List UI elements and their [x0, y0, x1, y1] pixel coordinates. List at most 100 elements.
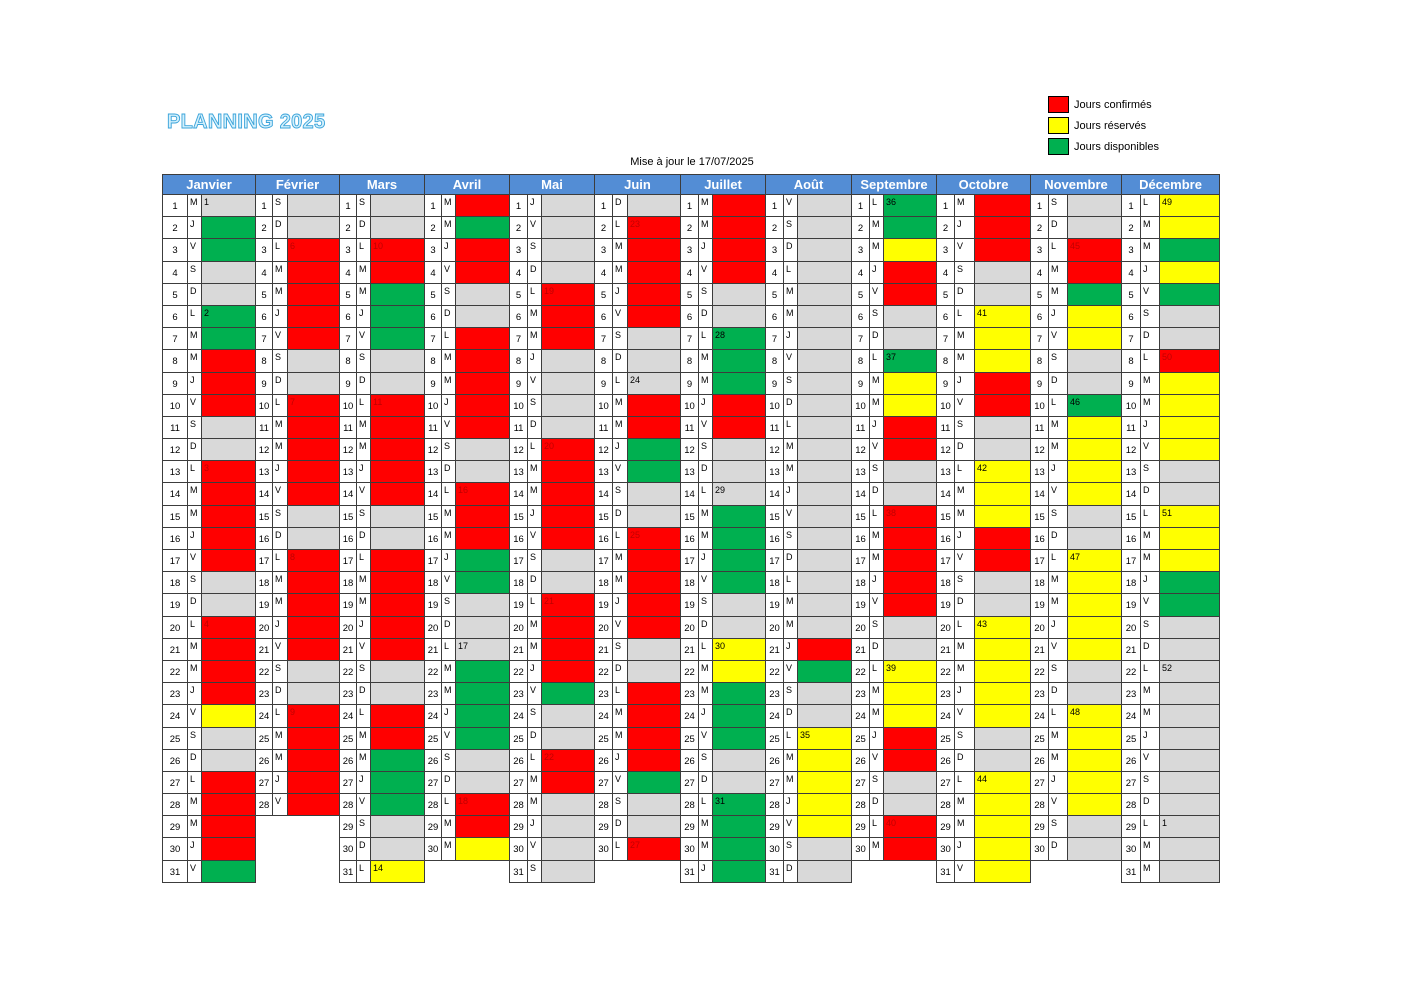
day-row: 26 S — [424, 749, 510, 772]
day-status-cell: 16 — [456, 483, 510, 506]
weekday-letter: M — [188, 505, 202, 528]
day-number: 29 — [424, 816, 442, 839]
day-status-cell — [542, 195, 595, 218]
day-status-cell — [628, 683, 681, 706]
day-row: 11 M — [1030, 416, 1122, 440]
day-row: 17 J — [424, 550, 510, 573]
week-number: 16 — [458, 485, 469, 496]
day-status-cell — [975, 394, 1031, 417]
day-number: 6 — [339, 305, 357, 329]
day-row: 27 L 44 — [936, 771, 1031, 795]
day-status-cell — [288, 283, 340, 306]
day-row: 30 J — [936, 838, 1031, 861]
day-row: 19 M — [255, 594, 340, 617]
day-row: 12 D — [936, 439, 1031, 462]
day-number: 4 — [1121, 261, 1141, 284]
day-status-cell — [371, 594, 425, 617]
day-status-cell — [371, 660, 425, 684]
day-status-cell — [884, 572, 937, 595]
day-row: 22 S — [339, 660, 425, 684]
day-number: 5 — [339, 283, 357, 306]
day-number: 31 — [936, 860, 955, 883]
day-status-cell — [713, 372, 766, 395]
day-status-cell — [713, 727, 766, 750]
weekday-letter: V — [273, 794, 288, 817]
day-row: 18 S — [162, 572, 256, 595]
day-number: 13 — [851, 461, 870, 484]
day-number: 11 — [594, 416, 613, 440]
weekday-letter: V — [273, 483, 288, 506]
day-status-cell: 45 — [1068, 239, 1122, 262]
day-row: 17 S — [509, 550, 595, 573]
day-status-cell: 43 — [975, 616, 1031, 639]
day-row: 23 M — [851, 683, 937, 706]
day-row: 9 L 24 — [594, 372, 681, 395]
weekday-letter: L — [528, 749, 542, 772]
weekday-letter: S — [870, 461, 884, 484]
day-status-cell — [884, 416, 937, 440]
day-status-cell — [798, 771, 852, 795]
week-number: 27 — [630, 840, 641, 851]
week-number: 17 — [458, 640, 469, 651]
day-row: 26 D — [162, 749, 256, 772]
day-row: 11 V — [424, 416, 510, 440]
day-number: 17 — [1030, 550, 1049, 573]
day-number: 27 — [680, 771, 699, 795]
day-status-cell — [288, 771, 340, 795]
day-status-cell — [371, 727, 425, 750]
day-status-cell — [456, 660, 510, 684]
day-row: 20 L 43 — [936, 616, 1031, 639]
weekday-letter: M — [1141, 394, 1160, 417]
weekday-letter: M — [784, 461, 798, 484]
day-row: 17 L — [339, 550, 425, 573]
weekday-letter: M — [357, 749, 371, 772]
week-number: 7 — [290, 396, 296, 407]
day-number: 19 — [1121, 594, 1141, 617]
day-number: 8 — [851, 350, 870, 373]
day-number: 13 — [680, 461, 699, 484]
day-number: 18 — [255, 572, 273, 595]
weekday-letter: L — [1141, 660, 1160, 684]
weekday-letter: M — [955, 350, 975, 373]
day-row: 3 L 10 — [339, 239, 425, 262]
weekday-letter: M — [528, 794, 542, 817]
day-row: 12 M — [765, 439, 852, 462]
day-status-cell — [884, 638, 937, 661]
day-row: 24 L — [339, 705, 425, 728]
weekday-letter: M — [613, 727, 628, 750]
day-number: 23 — [162, 683, 188, 706]
day-row: 10 M — [594, 394, 681, 417]
weekday-letter: S — [1049, 505, 1068, 528]
weekday-letter: S — [528, 394, 542, 417]
day-row: 13 J — [1030, 461, 1122, 484]
day-number: 15 — [509, 505, 528, 528]
day-row: 24 V — [162, 705, 256, 728]
weekday-letter: S — [1141, 616, 1160, 639]
day-row: 19 S — [680, 594, 766, 617]
day-status-cell — [1160, 217, 1220, 240]
weekday-letter: M — [613, 572, 628, 595]
day-number: 1 — [765, 195, 784, 218]
weekday-letter: M — [784, 616, 798, 639]
day-row: 5 L 19 — [509, 283, 595, 306]
day-number: 26 — [1121, 749, 1141, 772]
day-number: 17 — [594, 550, 613, 573]
day-number: 16 — [765, 527, 784, 550]
day-status-cell — [884, 705, 937, 728]
day-number: 5 — [680, 283, 699, 306]
week-number: 38 — [886, 507, 897, 518]
day-number: 20 — [594, 616, 613, 639]
day-row: 26 J — [594, 749, 681, 772]
day-status-cell — [456, 594, 510, 617]
day-status-cell — [713, 838, 766, 861]
month-column-8: Août 1 V 2 S 3 D 4 L 5 M 6 M 7 J 8 V 9 S 10 D 11 L 12 M 13 M 14 J 15 V… — [765, 174, 852, 883]
day-status-cell — [798, 195, 852, 218]
weekday-letter: D — [1049, 683, 1068, 706]
day-number: 28 — [680, 794, 699, 817]
